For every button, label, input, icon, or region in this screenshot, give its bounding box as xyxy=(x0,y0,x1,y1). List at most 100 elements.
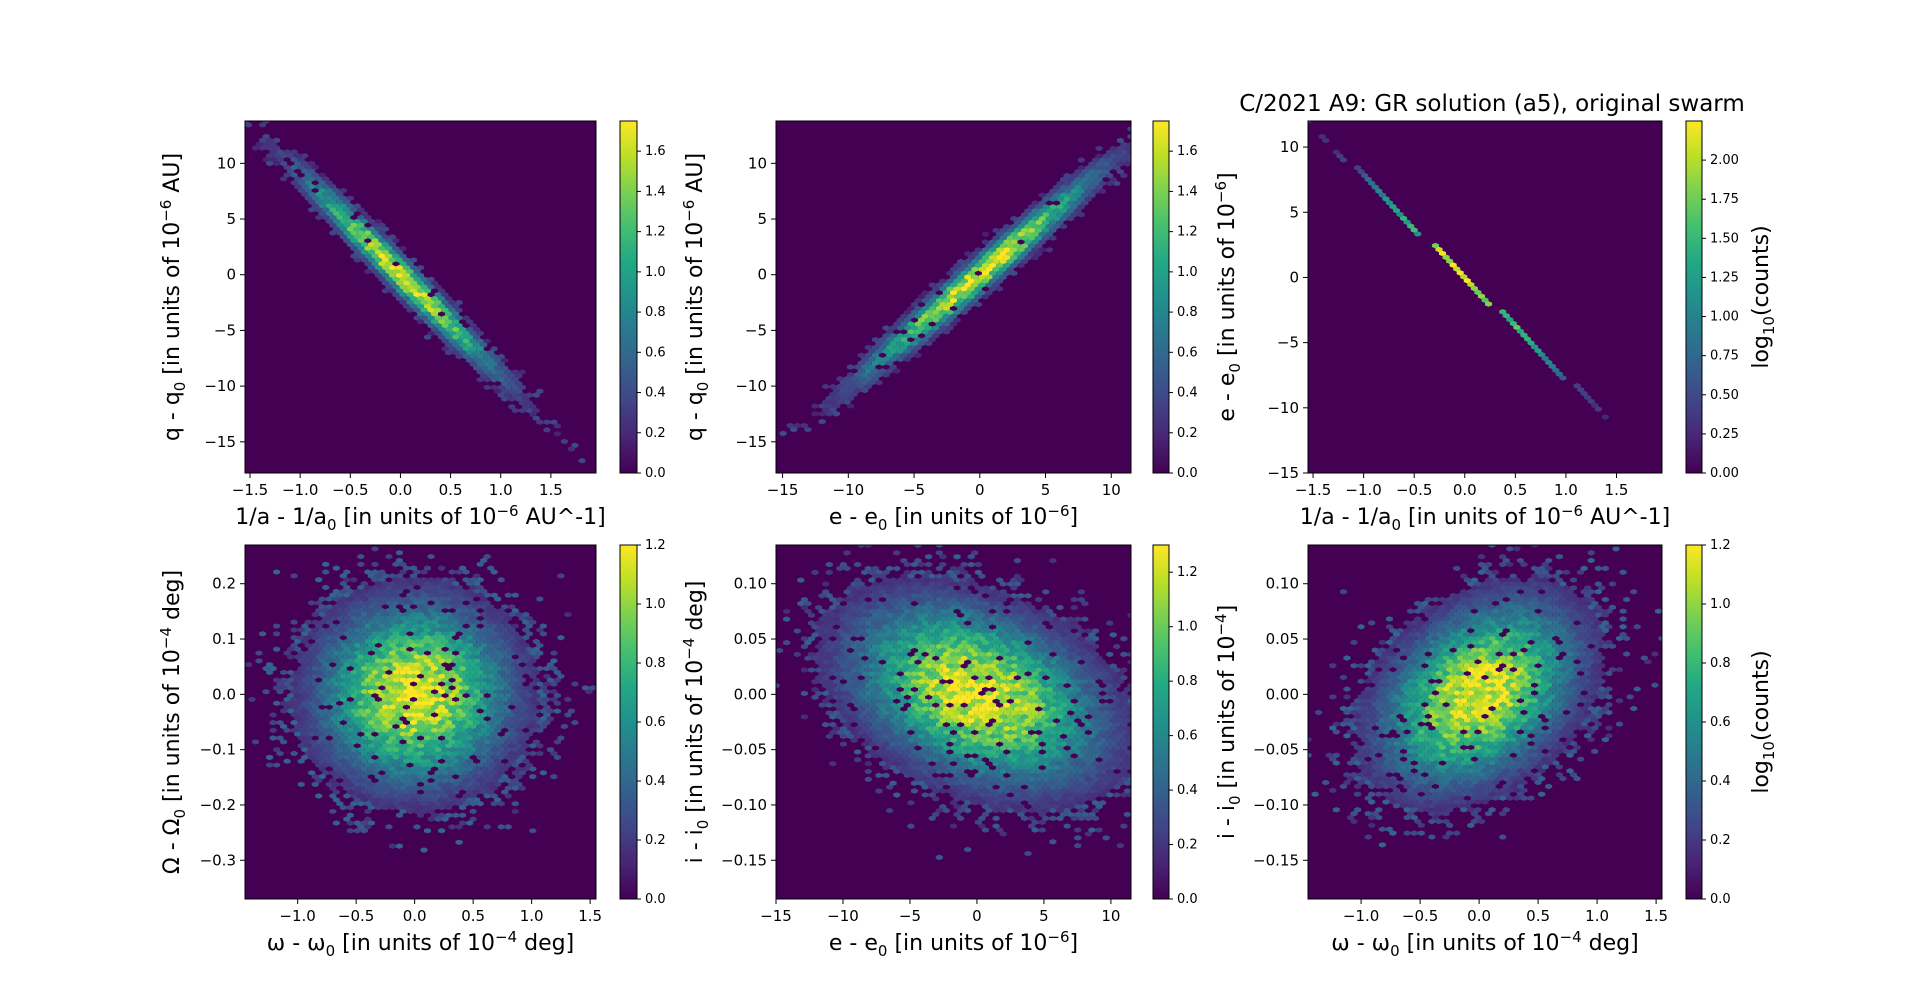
hexbin-cell xyxy=(939,301,947,308)
hexbin-cell xyxy=(875,718,883,724)
hexbin-cell xyxy=(452,334,460,340)
hexbin-cell xyxy=(957,290,965,296)
hexbin-cell xyxy=(1028,675,1036,681)
hexbin-cell xyxy=(992,745,1000,751)
hexbin-cell xyxy=(466,773,474,780)
hexbin-cell xyxy=(864,636,872,642)
hexbin-cell xyxy=(1077,212,1085,218)
hexbin-cell xyxy=(381,773,389,780)
hexbin-cell xyxy=(839,379,847,386)
hexbin-cell xyxy=(1045,757,1053,763)
hexbin-cell xyxy=(925,725,933,732)
hexbin-cell xyxy=(395,550,403,556)
hexbin-cell xyxy=(427,762,435,768)
hexbin-cell xyxy=(1042,706,1050,712)
hexbin-cell xyxy=(343,615,351,622)
hexbin-cell xyxy=(1024,223,1032,230)
hexbin-cell xyxy=(903,647,911,654)
hexbin-cell xyxy=(452,719,460,726)
hexbin-cell xyxy=(245,121,249,124)
hexbin-cell xyxy=(406,299,414,306)
hexbin-cell xyxy=(868,741,876,747)
hexbin-cell xyxy=(1106,180,1114,187)
hexbin-cell xyxy=(981,294,989,300)
hexbin-cell xyxy=(529,681,537,687)
hexbin-cell xyxy=(434,607,442,614)
hexbin-cell xyxy=(935,321,943,327)
hexbin-cell xyxy=(445,634,453,641)
hexbin-cell xyxy=(921,721,929,728)
hexbin-cell xyxy=(971,620,979,626)
hexbin-cell xyxy=(343,631,351,637)
hexbin-cell xyxy=(462,669,470,676)
hexbin-cell xyxy=(522,650,530,656)
hexbin-cell xyxy=(1070,180,1078,187)
hexbin-cell xyxy=(332,604,340,610)
hexbin-cell xyxy=(957,737,965,743)
hexbin-cell xyxy=(308,692,316,699)
hexbin-cell xyxy=(455,708,463,714)
hexbin-cells xyxy=(1308,121,1609,420)
hexbin-cell xyxy=(903,569,911,576)
hexbin-cell xyxy=(811,411,819,417)
hexbin-cell xyxy=(501,658,509,664)
hexbin-cell xyxy=(886,667,894,673)
hexbin-cell xyxy=(999,266,1007,273)
hexbin-cell xyxy=(325,750,333,757)
hexbin-cell xyxy=(329,793,337,799)
hexbin-cell xyxy=(448,330,456,337)
hexbin-cell xyxy=(832,600,840,607)
hexbin-cell xyxy=(1024,686,1032,693)
hexbin-cell xyxy=(413,677,421,683)
hexbin-cell xyxy=(992,596,1000,603)
hexbin-cell xyxy=(410,781,417,788)
hexbin-cell xyxy=(914,297,922,304)
hexbin-cell xyxy=(350,230,358,236)
hexbin-cell xyxy=(854,725,862,732)
hexbin-cell xyxy=(473,658,481,664)
hexbin-cell xyxy=(410,743,417,749)
hexbin-cell xyxy=(1070,604,1078,611)
hexbin-cell xyxy=(971,714,979,720)
y-tick-label: 0 xyxy=(226,266,236,284)
hexbin-cell xyxy=(925,647,933,654)
hexbin-cell xyxy=(1081,686,1089,693)
hexbin-cell xyxy=(925,616,933,622)
hexbin-cell xyxy=(360,689,368,695)
hexbin-cell xyxy=(889,600,897,607)
hexbin-cell xyxy=(1077,737,1085,743)
hexbin-cell xyxy=(999,227,1007,234)
hexbin-cell xyxy=(960,655,968,661)
hexbin-cell xyxy=(960,718,968,724)
hexbin-cell xyxy=(847,379,855,386)
hexbin-cell xyxy=(942,659,950,665)
hexbin-cell xyxy=(1449,262,1457,268)
hexbin-cell xyxy=(1060,710,1068,716)
colorbar-label: log10(counts) xyxy=(1749,225,1778,368)
hexbin-cell xyxy=(893,651,901,658)
hexbin-cell xyxy=(455,569,463,575)
hexbin-cell xyxy=(455,299,463,306)
hexbin-cell xyxy=(434,662,442,668)
hexbin-cell xyxy=(578,458,586,464)
hexbin-cell xyxy=(325,781,333,788)
hexbin-cell xyxy=(989,254,997,261)
hexbin-cell xyxy=(1120,714,1128,720)
hexbin-cell xyxy=(981,616,989,622)
hexbin-cell xyxy=(448,654,456,660)
hexbin-cell xyxy=(371,238,379,244)
hexbin-cell xyxy=(1056,737,1064,743)
hexbin-cell xyxy=(1092,698,1099,704)
hexbin-cell xyxy=(378,793,386,799)
colorbar-tick-label: 0.2 xyxy=(1177,426,1198,441)
hexbin-cell xyxy=(494,596,502,602)
hexbin-cell xyxy=(999,258,1007,265)
hexbin-cell xyxy=(381,226,389,232)
hexbin-cell xyxy=(294,176,302,182)
hexbin-cell xyxy=(829,690,837,697)
hexbin-cell xyxy=(304,743,312,749)
hexbin-cell xyxy=(424,658,431,664)
hexbin-cell xyxy=(950,667,957,673)
hexbin-cell xyxy=(367,596,375,602)
hexbin-cell xyxy=(381,758,389,764)
